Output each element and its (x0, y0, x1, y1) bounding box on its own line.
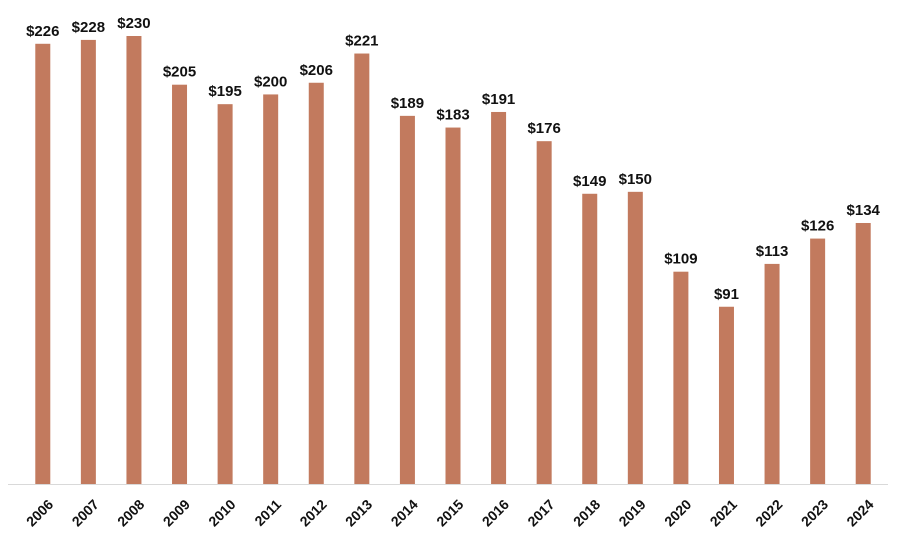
bar-2012 (308, 82, 324, 484)
bar-2016 (491, 111, 507, 484)
bar-2022 (764, 263, 780, 484)
data-label-2020: $109 (664, 251, 697, 268)
x-tick-label-2010: 2010 (205, 496, 238, 529)
bar-2008 (126, 36, 142, 484)
x-tick-label-2006: 2006 (23, 496, 56, 529)
x-tick-labels-group: 2006 2007 2008 2009 2010 2011 2012 2013 2014 2015… (23, 496, 877, 529)
x-tick-label-2017: 2017 (524, 496, 557, 529)
x-tick-label-2023: 2023 (798, 496, 831, 529)
x-tick-label-2012: 2012 (296, 496, 329, 529)
data-label-2012: $206 (300, 62, 333, 79)
data-label-2023: $126 (801, 218, 834, 235)
data-label-2016: $191 (482, 91, 515, 108)
x-tick-label-2009: 2009 (160, 496, 193, 529)
bar-2011 (263, 94, 279, 485)
x-tick-label-2024: 2024 (843, 496, 876, 529)
bar-2017 (536, 141, 552, 484)
data-label-2022: $113 (756, 243, 789, 260)
x-tick-label-2020: 2020 (661, 496, 694, 529)
data-label-2007: $228 (72, 19, 105, 36)
bar-2021 (718, 306, 734, 484)
data-label-2019: $150 (619, 171, 652, 188)
bar-2019 (627, 191, 643, 484)
x-tick-label-2013: 2013 (342, 496, 375, 529)
bar-2010 (217, 104, 233, 485)
data-label-2024: $134 (847, 202, 881, 219)
bar-2009 (172, 84, 188, 484)
data-label-2010: $195 (208, 83, 241, 100)
x-tick-label-2007: 2007 (69, 496, 102, 529)
bar-2020 (673, 271, 689, 484)
x-tick-label-2008: 2008 (114, 496, 147, 529)
bar-2013 (354, 53, 370, 484)
bar-2006 (35, 43, 51, 484)
x-tick-label-2021: 2021 (707, 496, 740, 529)
bar-2015 (445, 127, 461, 485)
x-tick-label-2014: 2014 (388, 496, 421, 529)
data-label-2015: $183 (436, 107, 469, 124)
bar-2024 (855, 222, 871, 485)
data-label-2021: $91 (714, 286, 739, 303)
x-tick-label-2015: 2015 (433, 496, 466, 529)
data-label-2014: $189 (391, 95, 424, 112)
data-label-2006: $226 (26, 23, 59, 40)
data-label-2009: $205 (163, 64, 196, 81)
x-tick-label-2011: 2011 (251, 496, 284, 529)
x-tick-label-2018: 2018 (570, 496, 603, 529)
x-tick-label-2016: 2016 (479, 496, 512, 529)
data-label-2013: $221 (345, 33, 378, 50)
x-tick-label-2019: 2019 (615, 496, 648, 529)
bar-2018 (582, 193, 598, 484)
bars-group (35, 36, 871, 485)
data-label-2011: $200 (254, 73, 287, 90)
bar-2014 (399, 115, 415, 485)
bar-2007 (80, 39, 96, 485)
bar-2023 (810, 238, 826, 484)
value-labels-group: $226 $228 $230 $205 $195 $200 $206 $221 $189 $183… (26, 15, 880, 303)
x-tick-label-2022: 2022 (752, 496, 785, 529)
data-label-2008: $230 (117, 15, 150, 32)
data-label-2017: $176 (527, 120, 560, 137)
data-label-2018: $149 (573, 173, 606, 190)
